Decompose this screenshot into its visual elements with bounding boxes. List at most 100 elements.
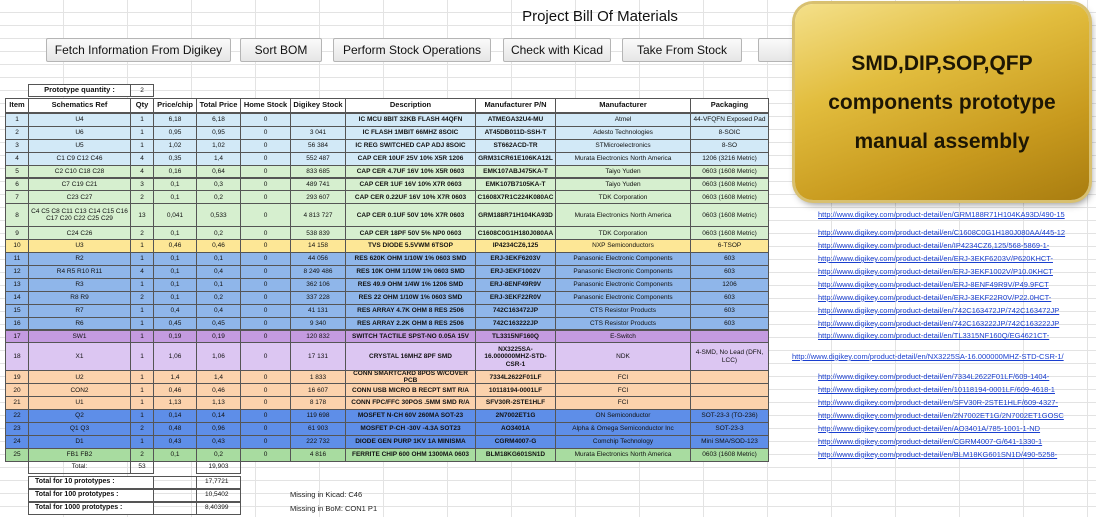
table-cell: 337 228 xyxy=(290,290,346,305)
table-cell: 5 xyxy=(5,164,29,179)
table-cell: 4-SMD, No Lead (DFN, LCC) xyxy=(690,342,769,372)
table-cell: 0 xyxy=(240,239,291,254)
table-cell: R7 xyxy=(28,303,131,318)
table-cell: 19 xyxy=(5,370,29,385)
table-cell: C23 C27 xyxy=(28,190,131,205)
prototype-total-label: Total for 100 prototypes : xyxy=(28,488,154,502)
product-link: http://www.digikey.com/product-detail/en… xyxy=(818,305,1060,315)
table-cell: CTS Resistor Products xyxy=(555,303,691,318)
table-cell: 0 xyxy=(240,409,291,423)
table-cell: 2 xyxy=(130,290,154,305)
table-cell: 1,06 xyxy=(196,342,241,372)
table-cell: C24 C26 xyxy=(28,226,131,241)
table-cell: TDK Corporation xyxy=(555,190,691,205)
table-cell: 2 xyxy=(130,447,154,462)
table-cell: Taiyo Yuden xyxy=(555,164,691,179)
table-cell: Atmel xyxy=(555,113,691,127)
product-link: http://www.digikey.com/product-detail/en… xyxy=(818,411,1064,421)
table-cell: 0,041 xyxy=(153,203,197,228)
product-link: http://www.digikey.com/product-detail/en… xyxy=(792,351,1064,361)
table-cell xyxy=(690,383,769,398)
table-cell: E-Switch xyxy=(555,329,691,344)
table-cell: 1 xyxy=(130,342,154,372)
table-cell: ST662ACD-TR xyxy=(475,138,556,153)
button[interactable]: Take From Stock xyxy=(622,38,742,62)
table-cell: FCI xyxy=(555,370,691,385)
table-cell xyxy=(690,370,769,385)
table-cell: Comchip Technology xyxy=(555,434,691,449)
table-cell: 0,1 xyxy=(153,265,197,279)
table-cell: IC FLASH 1MBIT 66MHZ 8SOIC xyxy=(345,125,476,140)
table-cell: Panasonic Electronic Components xyxy=(555,252,691,266)
button[interactable]: Check with Kicad xyxy=(503,38,611,62)
table-cell: Murata Electronics North America xyxy=(555,203,691,228)
table-cell: 0 xyxy=(240,290,291,305)
table-cell: 11 xyxy=(5,252,29,266)
table-cell: 6 xyxy=(5,177,29,192)
table-cell: 4 xyxy=(5,151,29,166)
table-cell: AO3401A xyxy=(475,422,556,436)
total-label: Total: xyxy=(28,460,131,474)
table-cell: 6-TSOP xyxy=(690,239,769,254)
product-link: http://www.digikey.com/product-detail/en… xyxy=(818,423,1041,433)
table-cell: 0 xyxy=(240,342,291,372)
table-cell: 1 xyxy=(130,125,154,140)
table-cell: 2 xyxy=(130,190,154,205)
prototype-value: 2 xyxy=(130,84,154,97)
table-cell: 6,18 xyxy=(196,113,241,127)
table-cell: 22 xyxy=(5,409,29,423)
table-cell: 0603 (1608 Metric) xyxy=(690,447,769,462)
table-cell: CAP CER 18PF 50V 5% NP0 0603 xyxy=(345,226,476,241)
table-cell: 2N7002ET1G xyxy=(475,409,556,423)
table-cell: 0,48 xyxy=(153,422,197,436)
table-cell: 0 xyxy=(240,277,291,292)
table-cell: 742C163222JP xyxy=(475,316,556,331)
table-cell: 0,46 xyxy=(153,383,197,398)
table-cell xyxy=(690,396,769,411)
table-cell: 0,1 xyxy=(153,190,197,205)
column-header: Qty xyxy=(130,98,154,113)
button[interactable]: Perform Stock Operations xyxy=(333,38,491,62)
column-header: Packaging xyxy=(690,98,769,113)
table-cell: R2 xyxy=(28,252,131,266)
prototype-total-value: 17,7721 xyxy=(196,475,241,489)
table-cell: 6,18 xyxy=(153,113,197,127)
table-cell: RES 22 OHM 1/10W 1% 0603 SMD xyxy=(345,290,476,305)
prototype-total-empty xyxy=(153,475,197,489)
table-cell: 0,35 xyxy=(153,151,197,166)
product-link: http://www.digikey.com/product-detail/en… xyxy=(818,331,1050,341)
table-cell: 0,2 xyxy=(196,290,241,305)
table-cell: 10 xyxy=(5,239,29,254)
table-cell: 1 xyxy=(130,138,154,153)
table-cell: 1,13 xyxy=(153,396,197,411)
button[interactable]: Fetch Information From Digikey xyxy=(46,38,231,62)
table-cell: 1 xyxy=(130,252,154,266)
product-link: http://www.digikey.com/product-detail/en… xyxy=(818,385,1055,395)
table-cell: 1 xyxy=(130,434,154,449)
table-cell: 0,64 xyxy=(196,164,241,179)
table-cell: 0,14 xyxy=(153,409,197,423)
table-cell: 7334L2622F01LF xyxy=(475,370,556,385)
table-cell: 0 xyxy=(240,113,291,127)
table-cell: 3 xyxy=(5,138,29,153)
table-cell: MOSFET N-CH 60V 260MA SOT-23 xyxy=(345,409,476,423)
table-cell: 0,43 xyxy=(196,434,241,449)
table-cell: 1 xyxy=(130,383,154,398)
column-header: Manufacturer xyxy=(555,98,691,113)
button[interactable]: Sort BOM xyxy=(240,38,322,62)
table-cell: 23 xyxy=(5,422,29,436)
table-cell: 0,1 xyxy=(196,252,241,266)
table-cell: 1,4 xyxy=(196,151,241,166)
banner-line: manual assembly xyxy=(854,129,1030,153)
table-cell: 16 xyxy=(5,316,29,331)
table-cell: 0 xyxy=(240,265,291,279)
product-link: http://www.digikey.com/product-detail/en… xyxy=(818,210,1065,220)
table-cell: 0 xyxy=(240,252,291,266)
table-cell: 833 685 xyxy=(290,164,346,179)
table-cell: 120 832 xyxy=(290,329,346,344)
column-header: Schematics Ref xyxy=(28,98,131,113)
table-cell: TDK Corporation xyxy=(555,226,691,241)
table-cell xyxy=(290,113,346,127)
table-cell: C1608X7R1C224K080AC xyxy=(475,190,556,205)
sheet-title: Project Bill Of Materials xyxy=(522,8,678,25)
